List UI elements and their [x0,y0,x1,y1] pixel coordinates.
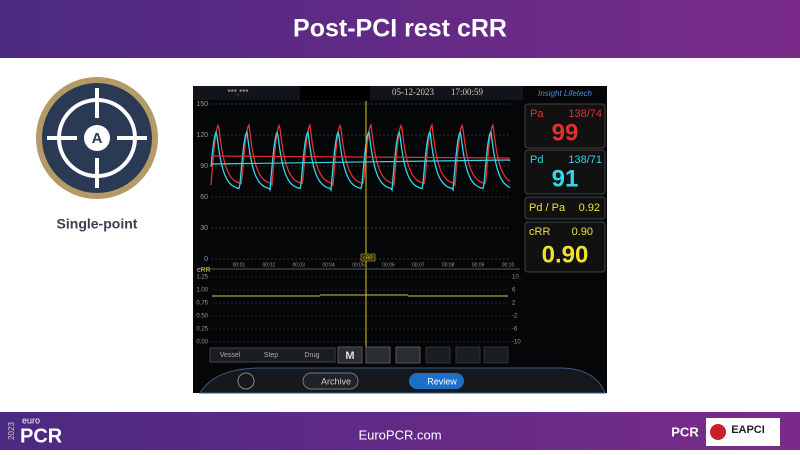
pdpa-value: 0.92 [579,202,600,214]
footer-url: EuroPCR.com [358,427,441,442]
ratio-tick-label: 0.75 [196,301,208,307]
right-tick-label: -6 [512,327,518,333]
camera-button[interactable] [365,346,391,364]
zoom-out-button[interactable] [425,346,451,364]
crr-small: 0.90 [572,226,593,238]
time-tick-label: 00:06 [382,262,395,268]
device-id: ***.*** [228,88,249,97]
toolbar [209,347,336,363]
badge-label: Single-point [57,216,138,232]
badge-letter: A [92,130,103,147]
time: 17:00:59 [451,87,484,97]
ratio-tick-label: 1.00 [196,288,208,294]
pressure-tick-label: 90 [200,163,208,170]
pressure-tick-label: 120 [196,132,208,139]
m-label: M [345,350,354,362]
tool-step[interactable]: Step [264,352,279,359]
review-label: Review [427,376,457,386]
m-button[interactable] [337,346,363,364]
time-tick-label: 00:10 [502,262,515,268]
pa-mean-line [210,155,511,159]
footer-year: 2023 [7,422,16,440]
cursor-label: cRR [363,255,373,261]
right-tick-label: -2 [512,314,518,320]
archive-label: Archive [321,376,351,386]
crr-box: cRR 0.90 0.90 [524,221,606,273]
badge-cross [47,88,147,188]
prev-button[interactable] [455,346,481,364]
pd-mean: 91 [552,165,579,192]
pressure-tick-label: 60 [200,194,208,201]
pa-label: Pa [530,108,544,120]
right-tick-label: 6 [512,288,516,294]
tool-drug[interactable]: Drug [304,352,319,359]
pd-mean-line [210,159,511,165]
eapci-label: EAPCI [731,424,765,436]
pd-pressure: 138/71 [568,154,602,166]
pressure-tick-label: 0 [204,256,208,263]
settings-button[interactable] [237,372,255,390]
tool-vessel[interactable]: Vessel [220,352,241,359]
time-tick-label: 00:07 [412,262,425,268]
badge-dot [84,125,110,151]
eapci-mark [710,424,726,440]
right-tick-label: 10 [512,275,519,281]
right-tick-label: 2 [512,301,516,307]
right-tick-label: -10 [512,340,521,346]
archive-button[interactable] [302,372,359,390]
footer-pcr-logo: PCR [671,424,699,439]
pa-mean: 99 [552,119,579,146]
ratio-tick-label: 0.50 [196,314,208,320]
brand: Insight Lifetech [538,89,592,98]
footer-euro: euro [22,415,40,425]
pa-box: Pa 138/74 99 [524,103,606,149]
ratio-tick-label: 0.00 [196,340,208,346]
pd-label: Pd [530,154,543,166]
footer-pcr: PCR [20,425,63,447]
review-button[interactable] [409,373,464,389]
pressure-plot: 150 120 90 60 30 0 00:01 00:02 00:03 00:04 00:05 00… [196,101,521,346]
pdpa-box: Pd / Pa 0.92 [524,196,606,220]
time-tick-label: 00:01 [233,262,246,268]
title: Post-PCI rest cRR [293,15,507,43]
time-tick-label: 00:04 [322,262,335,268]
pdpa-label: Pd / Pa [529,202,566,214]
crr-big: 0.90 [542,241,589,268]
time-tick-label: 00:08 [442,262,455,268]
zoom-in-button[interactable] [395,346,421,364]
crr-label: cRR [529,226,550,238]
topbar-block [300,86,370,100]
header-bar [0,0,800,58]
date: 05-12-2023 [392,87,434,97]
pd-box: Pd 138/71 91 [524,149,606,195]
pa-pressure: 138/74 [568,108,602,120]
pd-waveform [210,130,511,193]
pressure-tick-label: 30 [200,225,208,232]
time-tick-label: 00:02 [263,262,276,268]
cursor-tag [360,253,376,262]
ratio-tick-label: 1.25 [196,275,208,281]
time-tick-label: 00:05 [352,262,365,268]
time-tick-label: 00:03 [292,262,305,268]
ratio-tick-label: 0.25 [196,327,208,333]
ratio-label: cRR [197,267,211,274]
bottom-bar [199,367,606,394]
time-tick-label: 00:09 [472,262,485,268]
pressure-tick-label: 150 [196,101,208,108]
next-button[interactable] [483,346,509,364]
footer-bar [0,412,800,450]
